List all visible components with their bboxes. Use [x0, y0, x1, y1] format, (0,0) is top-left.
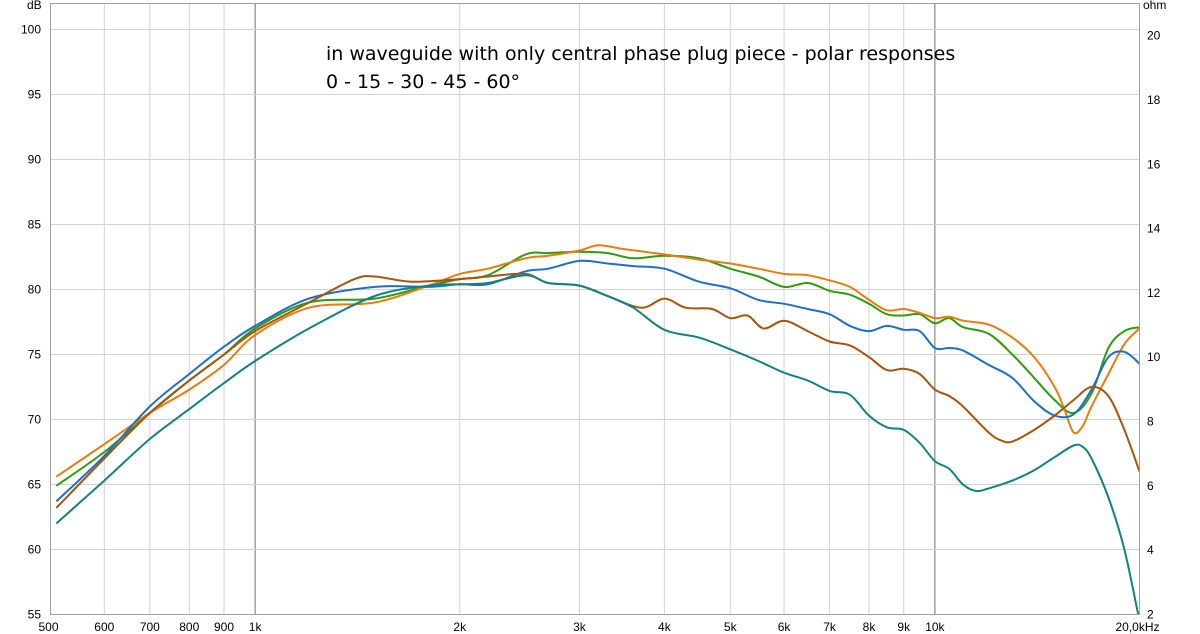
right-tick-label: 6 — [1147, 479, 1154, 493]
x-tick-label: 5k — [724, 620, 738, 634]
x-tick-label: 500 — [39, 620, 59, 634]
left-tick-label: 65 — [28, 478, 42, 492]
plot-frame — [50, 3, 1140, 615]
x-tick-label: 4k — [658, 620, 672, 634]
x-tick-label: 2k — [453, 620, 467, 634]
left-tick-label: 85 — [28, 218, 42, 232]
right-tick-label: 10 — [1147, 350, 1161, 364]
series-line-2 — [55, 244, 1140, 478]
right-axis-tick-labels: 20 18 16 14 12 10 8 6 4 2 — [1147, 29, 1161, 622]
left-tick-label: 75 — [28, 348, 42, 362]
right-tick-label: 12 — [1147, 286, 1161, 300]
right-tick-label: 8 — [1147, 415, 1154, 429]
left-tick-label: 60 — [28, 543, 42, 557]
left-axis-tick-labels: 100 95 90 85 80 75 70 65 60 55 — [21, 23, 41, 622]
left-axis-unit: dB — [27, 0, 42, 12]
chart-title-line-2: 0 - 15 - 30 - 45 - 60° — [326, 71, 520, 93]
x-tick-label: 20,0kHz — [1115, 620, 1159, 634]
left-tick-label: 55 — [28, 608, 42, 622]
x-tick-label: 800 — [179, 620, 199, 634]
right-tick-label: 16 — [1147, 157, 1161, 171]
right-tick-label: 14 — [1147, 222, 1161, 236]
series-group — [55, 244, 1140, 615]
series-line-3 — [55, 259, 1140, 503]
left-tick-label: 95 — [28, 88, 42, 102]
x-tick-label: 1k — [249, 620, 263, 634]
right-tick-label: 20 — [1147, 29, 1161, 43]
right-tick-label: 18 — [1147, 93, 1161, 107]
grid — [50, 3, 1140, 615]
left-tick-label: 100 — [21, 23, 41, 37]
x-tick-label: 10k — [925, 620, 945, 634]
x-tick-label: 600 — [94, 620, 114, 634]
series-line-4 — [55, 272, 1140, 509]
x-tick-label: 6k — [778, 620, 792, 634]
left-tick-label: 80 — [28, 283, 42, 297]
left-tick-label: 70 — [28, 413, 42, 427]
series-line-1 — [55, 250, 1140, 487]
right-axis-unit: ohm — [1143, 0, 1166, 12]
x-axis-tick-labels: 500 600 700 800 900 1k 2k 3k 4k 5k 6k 7k 8k 9k 10k 20,0… — [39, 620, 1160, 634]
chart-title-line-1: in waveguide with only central phase plu… — [326, 43, 955, 65]
right-tick-label: 2 — [1147, 608, 1154, 622]
right-tick-label: 4 — [1147, 543, 1154, 557]
series-line-5 — [55, 274, 1140, 615]
x-tick-label: 700 — [140, 620, 160, 634]
x-tick-label: 3k — [573, 620, 587, 634]
x-tick-label: 7k — [823, 620, 837, 634]
x-tick-label: 8k — [863, 620, 877, 634]
left-tick-label: 90 — [28, 153, 42, 167]
x-tick-label: 900 — [214, 620, 234, 634]
x-tick-label: 9k — [897, 620, 911, 634]
